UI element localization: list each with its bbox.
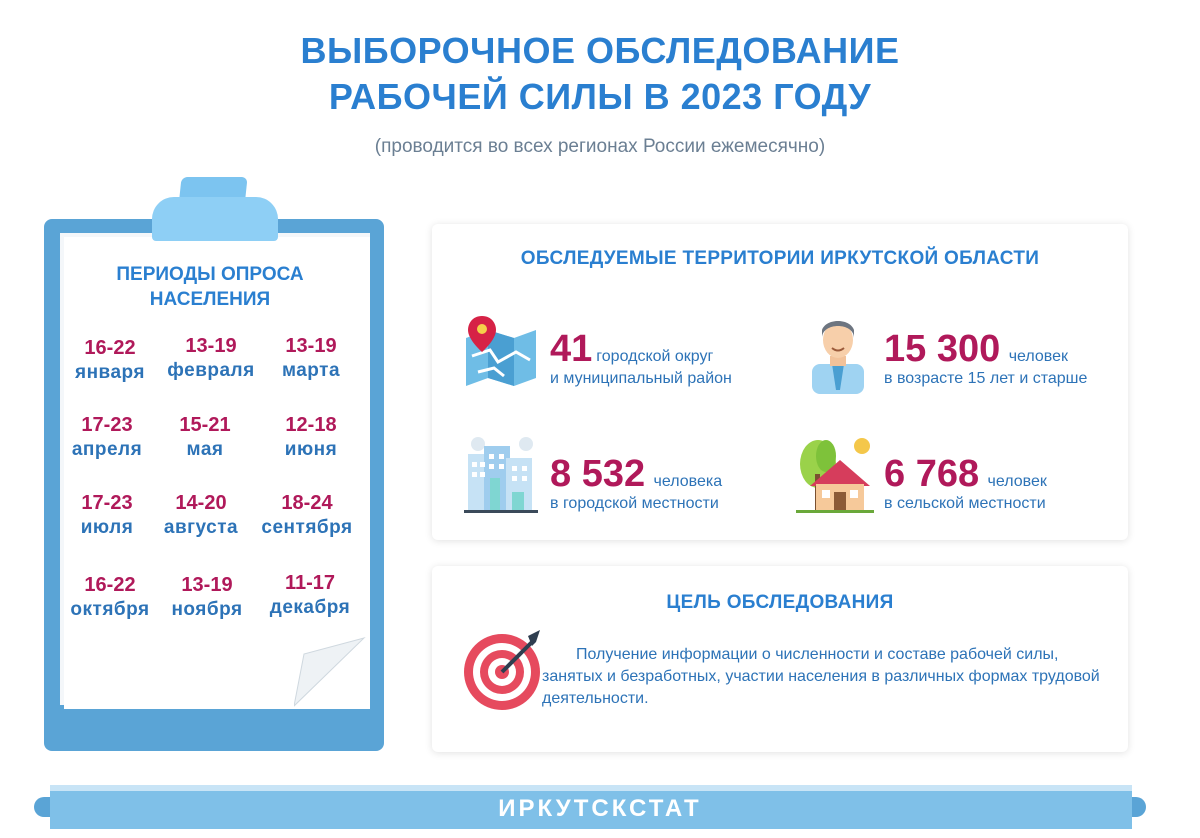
page-title: ВЫБОРОЧНОЕ ОБСЛЕДОВАНИЕ РАБОЧЕЙ СИЛЫ В 2… <box>0 28 1200 120</box>
period-february: 13-19 февраля <box>161 334 261 384</box>
stat-urban: 8 532 человека в городской местности <box>550 454 722 513</box>
village-house-icon <box>796 438 874 513</box>
stat-rural: 6 768 человек в сельской местности <box>884 454 1047 513</box>
period-dates: 13-19 <box>185 335 237 357</box>
period-december: 11-17 декабря <box>260 571 360 621</box>
stat-unit: человек <box>987 473 1047 490</box>
stat-value: 6 768 <box>884 453 980 495</box>
period-month: февраля <box>167 360 255 381</box>
clipboard-clip <box>152 197 278 241</box>
period-march: 13-19 марта <box>261 334 361 384</box>
footer-banner-highlight <box>50 785 1132 791</box>
period-january: 16-22 января <box>60 336 160 386</box>
period-august: 14-20 августа <box>151 491 251 541</box>
stat-unit: человек <box>1008 348 1069 365</box>
title-line-2: РАБОЧЕЙ СИЛЫ В 2023 ГОДУ <box>328 76 872 117</box>
period-month: июня <box>284 439 338 460</box>
stat-unit: человека <box>653 473 723 490</box>
periods-title-line-2: НАСЕЛЕНИЯ <box>149 289 271 310</box>
period-month: сентября <box>261 517 353 538</box>
stat-unit: городской округ <box>596 348 714 365</box>
period-dates: 14-20 <box>175 492 227 514</box>
periods-title: ПЕРИОДЫ ОПРОСА НАСЕЛЕНИЯ <box>70 262 350 312</box>
stat-value: 15 300 <box>884 328 1001 370</box>
stat-total: 15 300 человек в возрасте 15 лет и старш… <box>884 329 1087 388</box>
period-dates: 15-21 <box>179 414 231 436</box>
period-dates: 16-22 <box>84 337 136 359</box>
period-dates: 12-18 <box>285 414 337 436</box>
period-dates: 16-22 <box>84 574 136 596</box>
clipboard-paper <box>64 237 370 709</box>
period-july: 17-23 июля <box>57 491 157 541</box>
stat-description: в сельской местности <box>884 495 1046 512</box>
period-november: 13-19 ноября <box>157 573 257 623</box>
period-month: марта <box>281 360 341 381</box>
page-fold-icon <box>294 637 366 707</box>
period-month: июля <box>80 517 134 538</box>
period-dates: 18-24 <box>281 492 333 514</box>
goal-description: Получение информации о численности и сос… <box>542 646 1100 707</box>
stat-value: 41 <box>550 328 593 370</box>
stat-description: и муниципальный район <box>550 370 732 387</box>
footer-org-name: ИРКУТСКСТАТ <box>498 795 702 822</box>
page-subtitle: (проводится во всех регионах России ежем… <box>374 136 826 157</box>
stat-value: 8 532 <box>550 453 646 495</box>
stat-description: в возрасте 15 лет и старше <box>884 370 1088 387</box>
territories-card: ОБСЛЕДУЕМЫЕ ТЕРРИТОРИИ ИРКУТСКОЙ ОБЛАСТИ… <box>432 224 1128 540</box>
period-dates: 17-23 <box>81 492 133 514</box>
map-pin-icon <box>466 316 536 386</box>
period-month: декабря <box>269 597 351 618</box>
person-icon <box>812 321 864 394</box>
period-dates: 17-23 <box>81 414 133 436</box>
goal-title: ЦЕЛЬ ОБСЛЕДОВАНИЯ <box>666 592 894 613</box>
period-october: 16-22 октября <box>60 573 160 623</box>
footer-banner <box>50 787 1132 829</box>
target-icon <box>464 630 540 710</box>
periods-title-line-1: ПЕРИОДЫ ОПРОСА <box>116 264 304 285</box>
period-dates: 11-17 <box>284 572 336 594</box>
period-month: октября <box>70 599 150 620</box>
period-month: ноября <box>171 599 243 620</box>
goal-card: ЦЕЛЬ ОБСЛЕДОВАНИЯ Получение информации о… <box>432 566 1128 752</box>
period-month: августа <box>163 517 239 538</box>
period-september: 18-24 сентября <box>257 491 357 541</box>
period-dates: 13-19 <box>285 335 337 357</box>
stat-districts: 41 городской округ и муниципальный район <box>550 329 732 388</box>
period-june: 12-18 июня <box>261 413 361 463</box>
period-april: 17-23 апреля <box>57 413 157 463</box>
period-dates: 13-19 <box>181 574 233 596</box>
period-month: мая <box>186 439 224 460</box>
period-may: 15-21 мая <box>155 413 255 463</box>
period-month: апреля <box>71 439 143 460</box>
title-line-1: ВЫБОРОЧНОЕ ОБСЛЕДОВАНИЕ <box>300 30 900 71</box>
stat-description: в городской местности <box>550 495 719 512</box>
period-month: января <box>74 362 145 383</box>
territories-title: ОБСЛЕДУЕМЫЕ ТЕРРИТОРИИ ИРКУТСКОЙ ОБЛАСТИ <box>520 248 1040 269</box>
city-buildings-icon <box>464 437 538 513</box>
